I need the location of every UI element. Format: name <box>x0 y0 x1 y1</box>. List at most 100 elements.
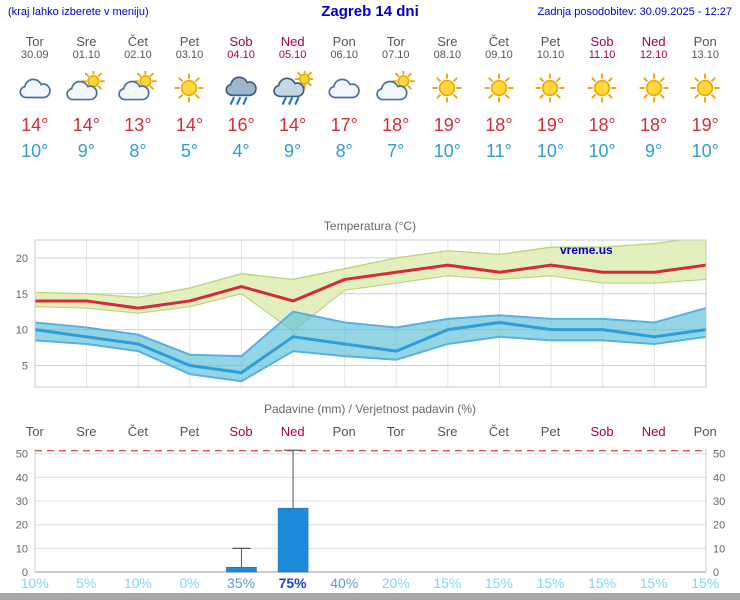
day-column-čet-09.10[interactable]: Čet 09.10 18° 11° <box>473 34 525 163</box>
watermark: vreme.us <box>560 243 613 257</box>
weather-icon-rain <box>215 68 267 108</box>
temperature-chart: 5 10 15 20 vreme.us <box>16 239 707 388</box>
day-column-čet-02.10[interactable]: Čet 02.10 13° 8° <box>112 34 164 163</box>
day-column-tor-30.09[interactable]: Tor 30.09 14° 10° <box>9 34 61 163</box>
day-column-pet-10.10[interactable]: Pet 10.10 19° 10° <box>525 34 577 163</box>
min-temperature: 10° <box>433 141 461 161</box>
svg-text:20: 20 <box>16 520 28 532</box>
precip-probability: 15% <box>639 575 668 591</box>
min-temperature: 9° <box>284 141 302 161</box>
min-temperature: 5° <box>180 141 199 161</box>
precip-probability: 15% <box>536 575 565 591</box>
day-column-sob-11.10[interactable]: Sob 11.10 18° 10° <box>576 34 628 163</box>
precip-probability: 15% <box>484 575 513 591</box>
precip-day-label: Čet <box>127 424 149 439</box>
precip-day-label: Čet <box>488 424 510 439</box>
max-temperature: 16° <box>227 115 255 135</box>
day-name: Sre <box>76 34 97 49</box>
weather-icon-sunny <box>473 68 525 108</box>
precip-probability: 15% <box>433 575 462 591</box>
svg-text:20: 20 <box>16 253 28 265</box>
precip-day-label: Ned <box>641 424 666 439</box>
max-temperature: 14° <box>72 115 100 135</box>
precip-probability: 10% <box>20 575 49 591</box>
svg-text:5: 5 <box>22 360 28 372</box>
footer-bar <box>0 593 740 600</box>
precip-probability: 10% <box>123 575 152 591</box>
min-temperature: 11° <box>485 141 512 161</box>
weather-icon-sunny <box>628 68 680 108</box>
precip-day-label: Pet <box>179 424 200 439</box>
precip-probability: 35% <box>227 575 256 591</box>
min-temperature: 7° <box>387 141 405 161</box>
day-name: Tor <box>386 34 405 49</box>
weather-icon-cloudy <box>9 68 61 108</box>
precip-day-label: Pon <box>693 424 717 439</box>
min-temperature: 4° <box>232 141 250 161</box>
location-menu-hint: (kraj lahko izberete v meniju) <box>8 6 149 18</box>
day-name: Sob <box>229 34 253 49</box>
precip-day-label: Tor <box>25 424 44 439</box>
svg-text:30: 30 <box>713 496 725 508</box>
min-temperature: 8° <box>335 141 353 161</box>
day-column-ned-05.10[interactable]: Ned 05.10 14° 9° <box>267 34 319 163</box>
day-column-pet-03.10[interactable]: Pet 03.10 14° 5° <box>164 34 216 163</box>
day-name: Sob <box>590 34 614 49</box>
precip-day-label: Sre <box>76 424 97 439</box>
weather-icon-sunny <box>525 68 577 108</box>
max-temperature: 14° <box>21 115 49 135</box>
precip-day-label: Sre <box>437 424 458 439</box>
svg-text:30: 30 <box>16 496 28 508</box>
day-name: Pet <box>540 34 561 49</box>
day-name: Ned <box>280 34 305 49</box>
day-column-pon-06.10[interactable]: Pon 06.10 17° 8° <box>318 34 370 163</box>
precipitation-chart-title: Padavine (mm) / Verjetnost padavin (%) <box>263 402 477 416</box>
max-temperature: 19° <box>536 115 565 135</box>
weather-icon-partly <box>61 68 113 108</box>
precip-probability: 15% <box>588 575 617 591</box>
min-temperature: 10° <box>588 141 616 161</box>
weather-icon-sunny <box>164 68 216 108</box>
forecast-table: Tor 30.09 14° 10° Sre 01.10 14° 9° Čet 02.10 13° 8°… <box>9 34 731 163</box>
day-column-sob-04.10[interactable]: Sob 04.10 16° 4° <box>215 34 267 163</box>
min-temperature: 9° <box>645 141 663 161</box>
svg-text:10: 10 <box>16 325 28 337</box>
day-name: Čet <box>488 34 510 49</box>
max-temperature: 18° <box>640 115 668 135</box>
day-name: Sre <box>437 34 458 49</box>
day-date: 10.10 <box>536 49 565 61</box>
last-updated: Zadnja posodobitev: 30.09.2025 - 12:27 <box>537 6 732 18</box>
svg-text:40: 40 <box>713 472 725 484</box>
precip-probability: 40% <box>330 575 359 591</box>
day-date: 09.10 <box>485 49 513 61</box>
day-date: 13.10 <box>691 49 719 61</box>
max-temperature: 17° <box>330 115 358 135</box>
day-column-tor-07.10[interactable]: Tor 07.10 18° 7° <box>370 34 422 163</box>
max-temperature: 18° <box>485 115 513 135</box>
precipitation-day-labels: Tor Sre Čet Pet Sob Ned Pon Tor Sre Čet Pet Sob Ned P… <box>9 424 731 439</box>
weather-icon-cloudy <box>318 68 370 108</box>
day-date: 11.10 <box>588 49 616 61</box>
day-column-pon-13.10[interactable]: Pon 13.10 19° 10° <box>679 34 731 163</box>
day-column-sre-08.10[interactable]: Sre 08.10 19° 10° <box>422 34 474 163</box>
day-date: 07.10 <box>382 49 410 61</box>
day-date: 04.10 <box>227 49 255 61</box>
precip-day-label: Ned <box>280 424 305 439</box>
max-temperature: 14° <box>175 115 204 135</box>
svg-text:50: 50 <box>16 449 28 461</box>
day-column-ned-12.10[interactable]: Ned 12.10 18° 9° <box>628 34 680 163</box>
svg-text:20: 20 <box>713 520 725 532</box>
min-temperature: 10° <box>536 141 565 161</box>
day-name: Ned <box>641 34 666 49</box>
day-column-sre-01.10[interactable]: Sre 01.10 14° 9° <box>61 34 113 163</box>
max-temperature: 18° <box>382 115 410 135</box>
max-temperature: 19° <box>433 115 461 135</box>
precip-day-label: Sob <box>590 424 614 439</box>
precip-day-label: Sob <box>229 424 253 439</box>
max-temperature: 13° <box>124 115 152 135</box>
svg-text:10: 10 <box>16 543 28 555</box>
weather-icon-sunny <box>679 68 731 108</box>
max-temperature: 19° <box>691 115 719 135</box>
max-temperature: 14° <box>279 115 307 135</box>
day-date: 12.10 <box>639 49 668 61</box>
